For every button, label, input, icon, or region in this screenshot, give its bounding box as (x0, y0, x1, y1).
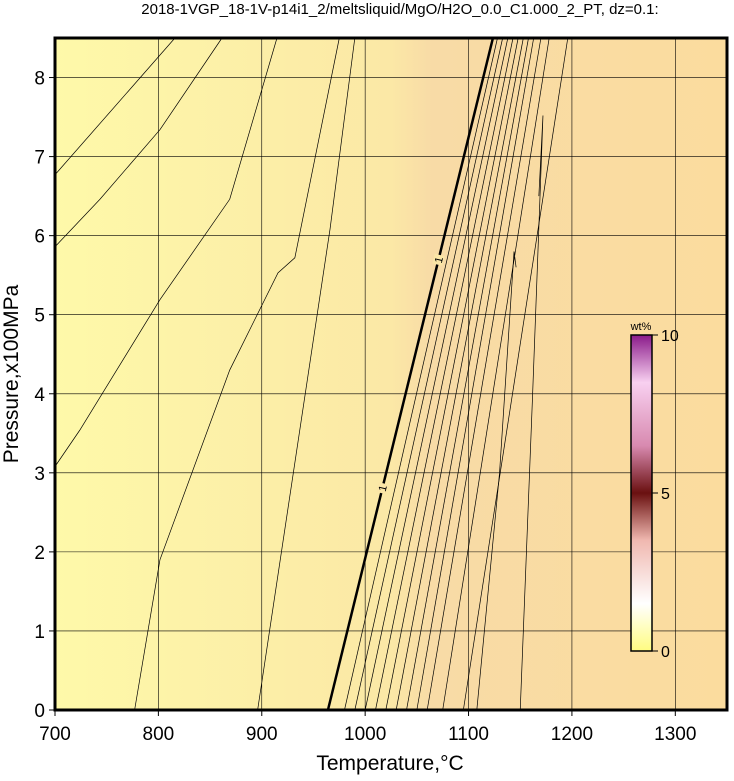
chart-title: 2018-1VGP_18-1V-p14i1_2/meltsliquid/MgO/… (141, 1, 658, 18)
contour-line (257, 37, 356, 711)
y-tick-label: 0 (34, 701, 45, 722)
y-tick-label: 5 (34, 306, 45, 327)
contour-line (416, 37, 535, 711)
x-tick-label: 1100 (448, 724, 489, 745)
contour-line (375, 37, 514, 711)
y-axis-label: Pressure,x100MPa (0, 284, 23, 463)
x-axis-label: Temperature,°C (316, 752, 463, 775)
colorbar-tick-label: 5 (661, 486, 670, 503)
x-tick-label: 900 (246, 724, 278, 745)
y-tick-label: 2 (34, 543, 45, 564)
contour-line (344, 37, 498, 711)
plot-frame (53, 36, 729, 712)
contour-label-bg (432, 253, 445, 266)
contour-line (395, 37, 524, 711)
contour-line (134, 37, 340, 711)
y-tick-label: 6 (34, 227, 45, 248)
contour-line (463, 37, 569, 711)
colorbar-label: wt% (630, 321, 652, 333)
colorbar (630, 334, 653, 652)
contour-line (54, 37, 278, 467)
contour-line (519, 115, 544, 711)
contour-line (406, 37, 529, 711)
contour-line (54, 37, 223, 247)
x-tick-label: 1200 (551, 724, 593, 745)
contour-label-bg (376, 482, 389, 495)
colorbar-tick-label: 10 (661, 328, 679, 345)
y-tick-label: 1 (34, 622, 45, 643)
x-tick-label: 1300 (654, 724, 696, 745)
x-tick-label: 1000 (344, 724, 386, 745)
labeled-contour-line (326, 37, 495, 711)
x-tick-label: 800 (143, 724, 175, 745)
contour-line (476, 251, 517, 711)
contour-line (354, 37, 503, 711)
y-tick-label: 3 (34, 464, 45, 485)
contour-label: 1 (433, 256, 446, 265)
contour-line (442, 37, 550, 711)
y-tick-label: 8 (34, 69, 45, 90)
y-tick-label: 7 (34, 148, 45, 169)
y-tick-label: 4 (34, 385, 45, 406)
contour-line (385, 37, 519, 711)
contour-line (426, 37, 542, 711)
contour-line (364, 37, 509, 711)
colorbar-tick-label: 0 (661, 644, 670, 661)
x-tick-label: 700 (39, 724, 71, 745)
contour-label: 1 (377, 484, 390, 493)
plot-background (55, 38, 727, 710)
contour-line (54, 37, 176, 176)
